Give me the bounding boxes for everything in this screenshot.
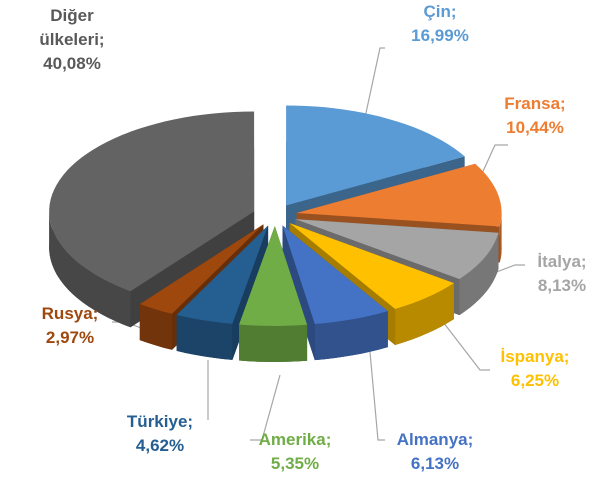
slice-top xyxy=(286,105,465,206)
data-label: Almanya; 6,13% xyxy=(365,428,505,476)
slice-wall xyxy=(395,283,454,345)
label-value: 6,25% xyxy=(510,371,560,390)
label-value: 8,13% xyxy=(537,276,587,295)
slice-wall xyxy=(314,311,388,361)
label-value: 4,62% xyxy=(135,436,185,455)
slice-top xyxy=(296,163,502,227)
label-name: Almanya; xyxy=(396,430,474,449)
slice-wall xyxy=(459,232,499,316)
data-label: Diğer ülkeleri; 40,08% xyxy=(25,4,120,76)
slice-wall xyxy=(499,212,502,263)
leader-line xyxy=(250,374,281,441)
slice-top xyxy=(49,111,255,292)
label-value: 6,13% xyxy=(410,454,460,473)
data-label: İspanya; 6,25% xyxy=(465,345,603,393)
slice-wall xyxy=(139,304,172,350)
slice-top xyxy=(289,223,454,309)
slice-top xyxy=(295,219,499,280)
slice xyxy=(239,225,308,362)
slice-top xyxy=(282,225,388,325)
slice-wall xyxy=(239,324,308,362)
label-value: 40,08% xyxy=(43,54,101,73)
label-name: Türkiye; xyxy=(126,412,194,431)
label-name: Diğer ülkeleri; xyxy=(39,6,105,49)
data-label: İtalya; 8,13% xyxy=(512,250,603,298)
label-name: İspanya; xyxy=(500,347,570,366)
data-label: Çin; 16,99% xyxy=(370,0,510,48)
data-label: Fransa; 10,44% xyxy=(465,92,603,140)
label-name: Amerika; xyxy=(258,430,332,449)
slice-wall xyxy=(49,211,131,328)
label-value: 16,99% xyxy=(411,26,469,45)
leader-line xyxy=(369,351,385,441)
data-label: Amerika; 5,35% xyxy=(225,428,365,476)
slice xyxy=(282,225,388,361)
leader-line xyxy=(439,317,490,371)
label-value: 2,97% xyxy=(45,328,95,347)
label-value: 5,35% xyxy=(270,454,320,473)
slice-top xyxy=(176,225,269,324)
slice-top xyxy=(239,225,308,326)
data-label: Rusya; 2,97% xyxy=(0,302,140,350)
label-name: Rusya; xyxy=(41,304,99,323)
label-name: Çin; xyxy=(423,2,457,21)
label-name: Fransa; xyxy=(504,94,566,113)
label-name: İtalya; xyxy=(537,252,587,271)
slice-wall xyxy=(176,314,233,360)
data-label: Türkiye; 4,62% xyxy=(90,410,230,458)
slice-top xyxy=(139,224,264,314)
label-value: 10,44% xyxy=(506,118,564,137)
